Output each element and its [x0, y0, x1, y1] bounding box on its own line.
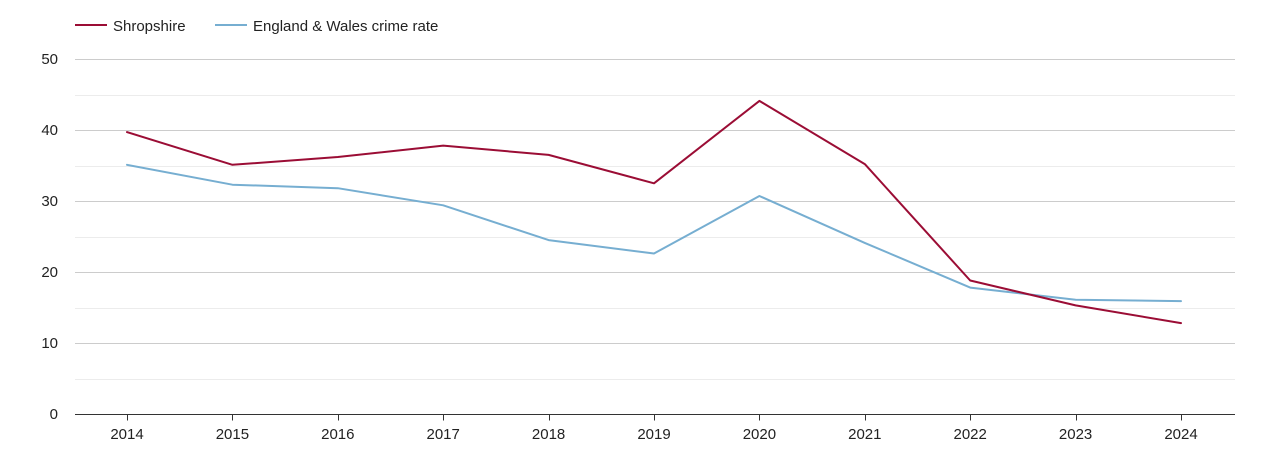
- series-line-england-wales-crime-rate: [126, 163, 1182, 303]
- x-tick-label: 2017: [427, 426, 460, 443]
- x-tick-label: 2023: [1059, 426, 1092, 443]
- x-tick-label: 2018: [532, 426, 565, 443]
- legend-label-shropshire: Shropshire: [113, 18, 186, 35]
- legend-label-england-wales: England & Wales crime rate: [253, 18, 438, 35]
- x-tick-label: 2022: [954, 426, 987, 443]
- legend-item-england-wales[interactable]: England & Wales crime rate: [215, 18, 438, 35]
- legend: Shropshire England & Wales crime rate: [75, 18, 438, 35]
- x-tick-label: 2016: [321, 426, 354, 443]
- y-tick-label: 50: [41, 51, 58, 68]
- y-tick-label: 0: [50, 406, 58, 423]
- y-tick-label: 10: [41, 335, 58, 352]
- x-tick-label: 2021: [848, 426, 881, 443]
- x-axis: 2014 2015 2016 2017 2018 2019 2020 2021 2022 2023…: [75, 414, 1235, 443]
- x-tick-label: 2020: [743, 426, 776, 443]
- legend-item-shropshire[interactable]: Shropshire: [75, 18, 186, 35]
- x-tick-label: 2015: [216, 426, 249, 443]
- y-tick-label: 20: [41, 264, 58, 281]
- x-tick-label: 2014: [110, 426, 143, 443]
- y-tick-label: 30: [41, 193, 58, 210]
- y-tick-label: 40: [41, 122, 58, 139]
- x-tick-label: 2019: [637, 426, 670, 443]
- series-line-shropshire: [126, 99, 1182, 325]
- x-tick-label: 2024: [1164, 426, 1197, 443]
- y-axis: 0 10 20 30 40 50: [41, 51, 58, 423]
- gridlines: [75, 59, 1235, 380]
- series-layer: [126, 99, 1182, 325]
